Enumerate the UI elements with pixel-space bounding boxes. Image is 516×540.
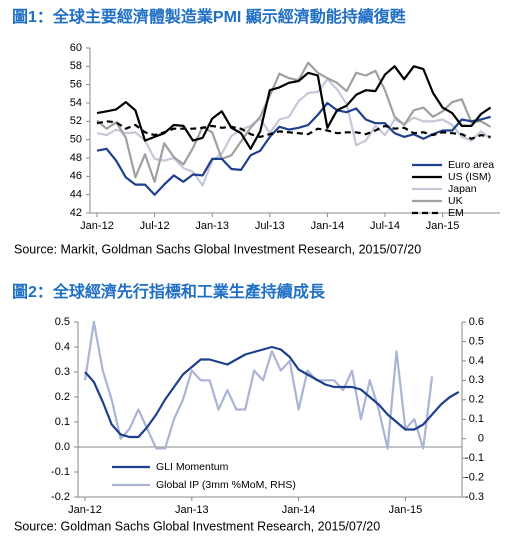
y-tick-label: 0.0 (55, 441, 70, 453)
x-tick-label: Jan-13 (195, 220, 229, 232)
y-tick-label: 60 (70, 42, 82, 54)
y2-tick-label: 0.6 (469, 316, 484, 328)
y2-tick-label: -0.2 (465, 471, 484, 483)
x-tick-label: Jan-15 (426, 220, 460, 232)
legend-label: Japan (448, 183, 477, 195)
y-tick-label: 42 (70, 207, 82, 219)
x-tick-label: Jan-12 (68, 504, 102, 516)
y-tick-label: 0.5 (55, 316, 70, 328)
x-tick-label: Jul-14 (370, 220, 400, 232)
legend-label: US (ISM) (448, 171, 491, 183)
y-tick-label: 56 (70, 79, 82, 91)
y-tick-label: 54 (70, 97, 82, 109)
y-tick-label: 0.2 (55, 391, 70, 403)
y2-tick-label: -0.1 (465, 452, 484, 464)
series-line (96, 120, 491, 140)
chart-title: 圖2：全球經濟先行指標和工業生產持續成長 (12, 282, 326, 301)
legend-label: EM (448, 207, 464, 219)
x-tick-label: Jan-13 (175, 504, 209, 516)
y-tick-label: 46 (70, 170, 82, 182)
x-tick-label: Jan-14 (282, 504, 316, 516)
y-tick-label: -0.2 (51, 491, 70, 503)
legend-label: Euro area (448, 159, 494, 171)
series-line (96, 78, 492, 187)
y-tick-label: 52 (70, 115, 82, 127)
y-tick-label: 0.1 (55, 416, 70, 428)
y-tick-label: 0.4 (55, 341, 70, 353)
series-line (96, 101, 491, 196)
y2-tick-label: 0.3 (469, 374, 484, 386)
series-line (96, 61, 492, 183)
source-note: Source: Goldman Sachs Global Investment … (14, 519, 380, 533)
y2-tick-label: -0.3 (465, 491, 484, 503)
legend-label: GLI Momentum (156, 461, 229, 473)
y2-tick-label: 0.4 (469, 355, 484, 367)
x-tick-label: Jan-15 (389, 504, 423, 516)
y-tick-label: -0.1 (51, 466, 70, 478)
y-tick-label: 48 (70, 152, 82, 164)
y2-tick-label: 0 (478, 433, 484, 445)
series-line (83, 320, 434, 450)
x-tick-label: Jul-13 (255, 220, 285, 232)
x-tick-label: Jan-12 (80, 220, 114, 232)
y-tick-label: 0.3 (55, 366, 70, 378)
source-note: Source: Markit, Goldman Sachs Global Inv… (14, 242, 421, 256)
legend-label: UK (448, 195, 463, 207)
y2-tick-label: 0.1 (469, 413, 484, 425)
x-tick-label: Jul-12 (140, 220, 170, 232)
series-line (84, 345, 460, 439)
y-tick-label: 44 (70, 189, 82, 201)
chart-title: 圖1：全球主要經濟體製造業PMI 顯示經濟動能持續復甦 (12, 7, 407, 26)
y-tick-label: 58 (70, 60, 82, 72)
x-tick-label: Jan-14 (311, 220, 345, 232)
legend-label: Global IP (3mm %MoM, RHS) (156, 479, 296, 491)
y2-tick-label: 0.5 (469, 335, 484, 347)
y2-tick-label: 0.2 (469, 394, 484, 406)
y-tick-label: 50 (70, 134, 82, 146)
